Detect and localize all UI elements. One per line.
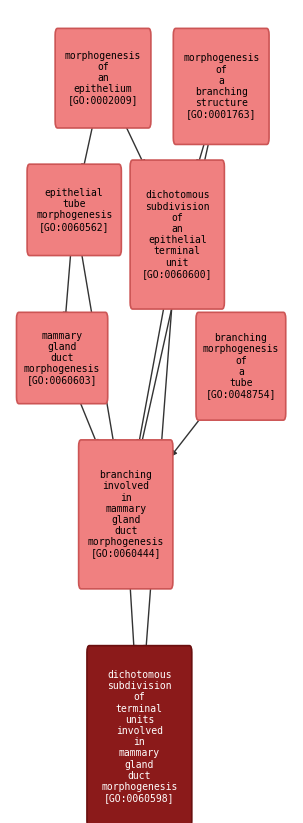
FancyBboxPatch shape: [16, 313, 108, 404]
Text: morphogenesis
of
a
branching
structure
[GO:0001763]: morphogenesis of a branching structure […: [183, 53, 259, 119]
FancyBboxPatch shape: [27, 165, 121, 256]
FancyBboxPatch shape: [196, 313, 286, 420]
Text: epithelial
tube
morphogenesis
[GO:0060562]: epithelial tube morphogenesis [GO:006056…: [36, 188, 112, 231]
FancyBboxPatch shape: [78, 440, 173, 589]
Text: morphogenesis
of
an
epithelium
[GO:0002009]: morphogenesis of an epithelium [GO:00020…: [65, 51, 141, 105]
Text: dichotomous
subdivision
of
an
epithelial
terminal
unit
[GO:0060600]: dichotomous subdivision of an epithelial…: [142, 190, 212, 279]
Text: mammary
gland
duct
morphogenesis
[GO:0060603]: mammary gland duct morphogenesis [GO:006…: [24, 331, 100, 385]
FancyBboxPatch shape: [55, 29, 151, 128]
Text: branching
morphogenesis
of
a
tube
[GO:0048754]: branching morphogenesis of a tube [GO:00…: [203, 333, 279, 399]
Text: branching
involved
in
mammary
gland
duct
morphogenesis
[GO:0060444]: branching involved in mammary gland duct…: [88, 470, 164, 559]
FancyBboxPatch shape: [173, 29, 269, 145]
Text: dichotomous
subdivision
of
terminal
units
involved
in
mammary
gland
duct
morphog: dichotomous subdivision of terminal unit…: [101, 670, 178, 803]
FancyBboxPatch shape: [130, 160, 224, 309]
FancyBboxPatch shape: [87, 645, 192, 823]
